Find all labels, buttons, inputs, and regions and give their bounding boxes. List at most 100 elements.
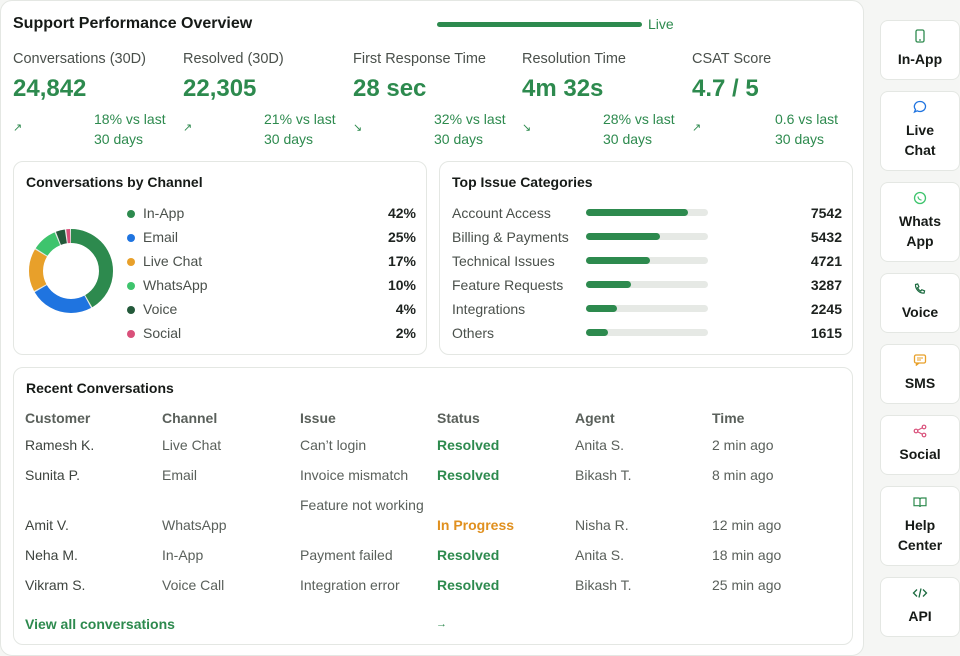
book-icon [913, 497, 927, 508]
sidebar-item-sms[interactable]: SMS [880, 344, 960, 404]
page-title: Support Performance Overview [13, 15, 253, 32]
legend-dot [127, 210, 135, 218]
trend-down-icon: ↘ [522, 122, 532, 134]
kpi-delta: 32% vs last 30 days [434, 111, 506, 147]
sidebar-item-live-chat[interactable]: Live Chat [880, 91, 960, 171]
channel-cell: Email [162, 467, 198, 483]
issue-cell: Invoice mismatch [300, 467, 409, 483]
sms-icon [913, 354, 927, 366]
channel-donut-chart [29, 229, 113, 313]
legend-item: Voice 4% [126, 300, 416, 324]
kpi-value: 24,842 [13, 75, 87, 102]
channel-cell: In-App [162, 547, 204, 563]
legend-pct: 25% [387, 229, 416, 245]
kpi-value: 4.7 / 5 [692, 75, 759, 102]
customer-cell: Vikram S. [25, 577, 86, 593]
trend-down-icon: ↘ [353, 122, 363, 134]
legend-pct: 4% [395, 301, 416, 317]
channels-card: Conversations by Channel In-App 42% Emai… [13, 161, 427, 355]
customer-cell: Sunita P. [25, 467, 81, 483]
legend-dot [127, 258, 135, 266]
phone-icon [915, 29, 925, 43]
arrow-right-icon[interactable]: → [436, 618, 447, 630]
legend-item: Live Chat 17% [126, 252, 416, 276]
customer-cell: Amit V. [25, 517, 69, 533]
trend-up-icon: ↗ [692, 122, 702, 134]
sidebar-item-whatsapp[interactable]: Whats App [880, 182, 960, 262]
share-icon [913, 424, 927, 438]
issue-count: 5432 [810, 229, 842, 245]
live-indicator-bar [437, 22, 642, 27]
legend-dot [127, 282, 135, 290]
legend-dot [127, 330, 135, 338]
status-badge: In Progress [437, 517, 515, 533]
sidebar-item-label: Voice [901, 304, 939, 320]
view-all-conversations-link[interactable]: View all conversations [25, 616, 175, 632]
legend-pct: 10% [387, 277, 416, 293]
column-header: Agent [575, 410, 615, 426]
kpi-resolved: Resolved (30D) 22,305 ↗ 21% vs last 30 d… [183, 49, 351, 154]
time-cell: 18 min ago [712, 547, 782, 563]
card-title: Recent Conversations [26, 380, 174, 396]
legend-pct: 2% [395, 325, 416, 341]
sidebar-item-label: In-App [897, 51, 943, 67]
time-cell: 12 min ago [712, 517, 782, 533]
kpi-value: 28 sec [353, 75, 427, 102]
sidebar-item-voice[interactable]: Voice [880, 273, 960, 333]
sidebar-item-label: Help Center [897, 517, 943, 553]
channel-cell: Voice Call [162, 577, 225, 593]
legend-dot [127, 234, 135, 242]
legend-item: In-App 42% [126, 204, 416, 228]
issue-cell: Integration error [300, 577, 400, 593]
issue-name: Others [452, 325, 495, 341]
issue-bar [586, 257, 651, 264]
issue-count: 2245 [810, 301, 842, 317]
channel-cell: Live Chat [162, 437, 222, 453]
sidebar-item-label: SMS [904, 375, 936, 391]
legend-pct: 17% [387, 253, 416, 269]
sidebar-item-in-app[interactable]: In-App [880, 20, 960, 80]
kpi-delta: 28% vs last 30 days [603, 111, 675, 147]
customer-cell: Neha M. [25, 547, 78, 563]
kpi-label: CSAT Score [692, 51, 772, 67]
code-icon [912, 588, 928, 598]
trend-up-icon: ↗ [183, 122, 193, 134]
status-badge: Resolved [437, 437, 500, 453]
time-cell: 25 min ago [712, 577, 782, 593]
sidebar-item-api[interactable]: API [880, 577, 960, 637]
dashboard-panel: Support Performance Overview Live Conver… [0, 0, 864, 656]
donut-slice [29, 229, 113, 313]
channel-cell: WhatsApp [162, 517, 227, 533]
issue-row: Feature Requests 3287 [452, 276, 842, 300]
issue-row: Others 1615 [452, 324, 842, 348]
recent-conversations-card: Recent Conversations Customer Channel Is… [13, 367, 853, 645]
legend-dot [127, 306, 135, 314]
sidebar-item-social[interactable]: Social [880, 415, 960, 475]
legend-name: Email [143, 229, 179, 245]
card-title: Top Issue Categories [452, 174, 593, 190]
sidebar-item-label: Live Chat [904, 122, 936, 158]
column-header: Channel [162, 410, 218, 426]
issue-name: Integrations [452, 301, 526, 317]
agent-cell: Bikash T. [575, 577, 632, 593]
issue-bar-track [586, 209, 708, 216]
issue-name: Account Access [452, 205, 551, 221]
issue-row: Technical Issues 4721 [452, 252, 842, 276]
kpi-csat: CSAT Score 4.7 / 5 ↗ 0.6 vs last 30 days [692, 49, 860, 154]
column-header: Status [437, 410, 480, 426]
issue-bar-track [586, 257, 708, 264]
issue-cell: Can’t login [300, 437, 367, 453]
legend-pct: 42% [387, 205, 416, 221]
legend-name: In-App [143, 205, 185, 221]
sidebar-item-label: API [908, 608, 932, 624]
issue-bar-track [586, 305, 708, 312]
issues-card: Top Issue Categories Account Access 7542… [439, 161, 853, 355]
sidebar-item-help-center[interactable]: Help Center [880, 486, 960, 566]
kpi-delta: 0.6 vs last 30 days [775, 111, 839, 147]
phone-call-icon [914, 283, 926, 294]
donut-slice [29, 229, 113, 313]
live-label: Live [648, 16, 674, 32]
column-header: Customer [25, 410, 91, 426]
column-header: Issue [300, 410, 336, 426]
issue-name: Technical Issues [452, 253, 555, 269]
